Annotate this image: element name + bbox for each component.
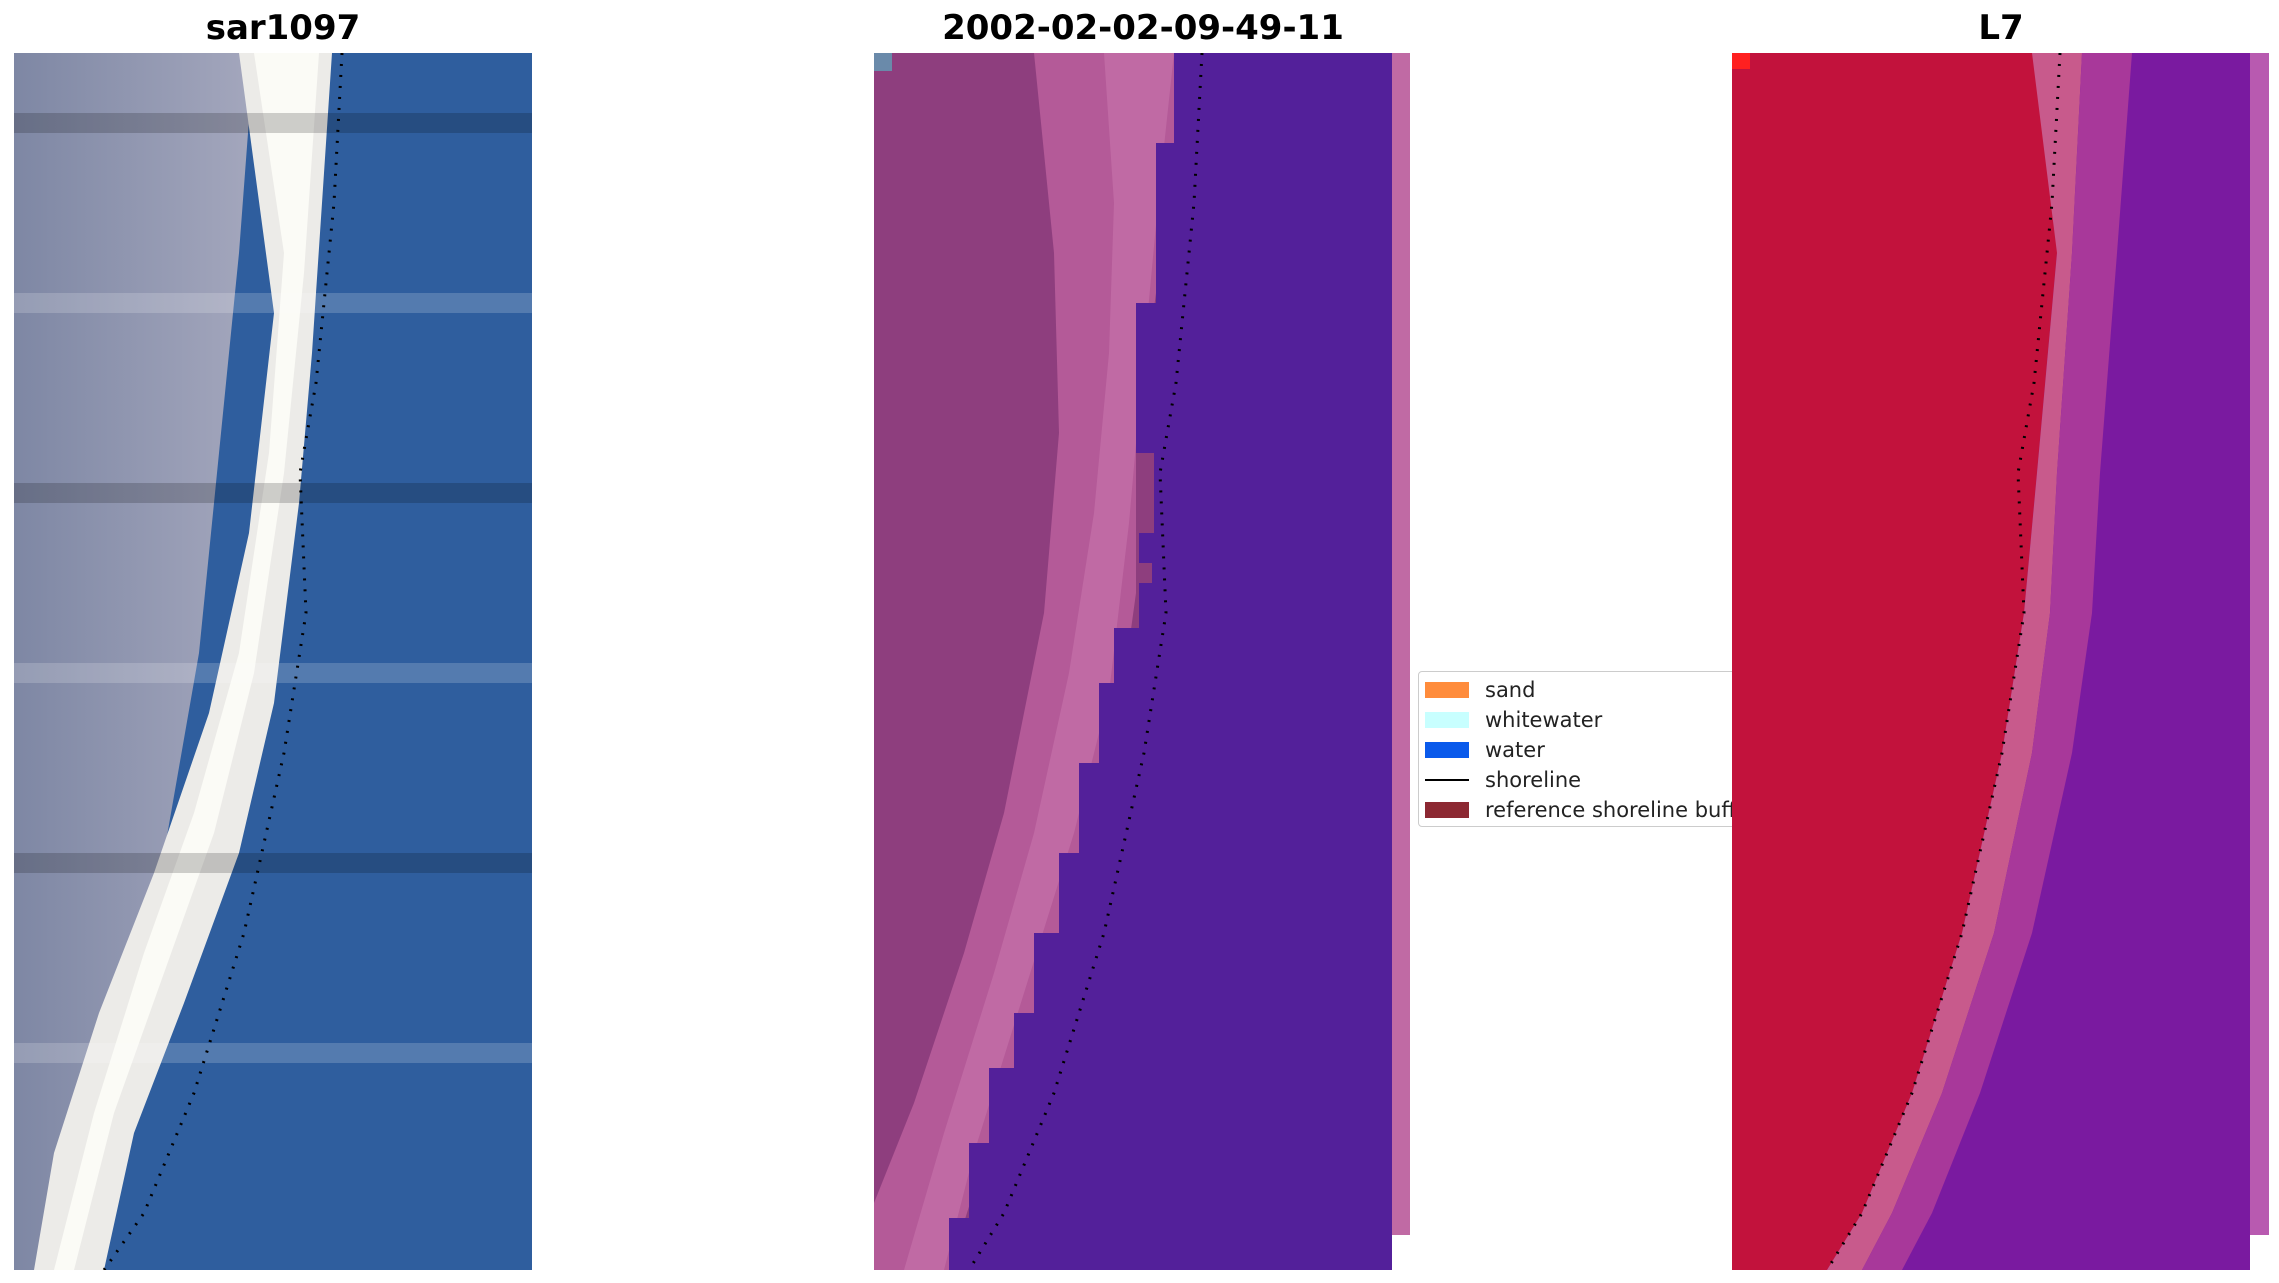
corner-pixel — [1732, 53, 1750, 69]
panel-title-rgb: sar1097 — [205, 8, 361, 48]
corner-pixel — [874, 53, 892, 71]
legend-label: shoreline — [1485, 768, 1582, 792]
legend-item-shoreline: shoreline — [1425, 766, 1581, 794]
legend-item-water: water — [1425, 736, 1545, 764]
legend-label: water — [1485, 738, 1545, 762]
transition-band — [1827, 53, 2082, 1270]
land-area — [1732, 53, 2067, 1270]
edge-strip — [1392, 53, 1410, 1235]
transition-band-2 — [1862, 53, 2132, 1270]
rgb-image-panel — [14, 53, 532, 1270]
legend-item-whitewater: whitewater — [1425, 706, 1602, 734]
whitewater-core — [54, 53, 319, 1270]
legend-item-reference-buffer: reference shoreline buffer — [1425, 796, 1738, 824]
classified-image — [874, 53, 1410, 1270]
shoreline-line-icon — [1425, 779, 1469, 781]
legend-label: sand — [1485, 678, 1536, 702]
legend-label: whitewater — [1485, 708, 1603, 732]
panel-title-index: L7 — [1978, 8, 2024, 48]
water-swatch-icon — [1425, 742, 1469, 758]
index-image — [1732, 53, 2269, 1270]
beach-band-light — [904, 53, 1174, 1270]
sand-swatch-icon — [1425, 682, 1469, 698]
reference-buffer-swatch-icon — [1425, 802, 1469, 818]
legend-item-sand: sand — [1425, 676, 1535, 704]
classified-image-panel — [874, 53, 1410, 1270]
rgb-image — [14, 53, 532, 1270]
edge-strip — [2250, 53, 2269, 1235]
pixel-texture — [14, 113, 532, 1063]
land-area — [14, 53, 254, 1270]
whitewater-swatch-icon — [1425, 712, 1469, 728]
legend: sand whitewater water shoreline referenc… — [1418, 671, 1738, 827]
legend-label: reference shoreline buffer — [1485, 798, 1738, 822]
water-area — [949, 53, 1392, 1270]
index-image-panel — [1732, 53, 2269, 1270]
panel-title-classified: 2002-02-02-09-49-11 — [942, 8, 1344, 48]
